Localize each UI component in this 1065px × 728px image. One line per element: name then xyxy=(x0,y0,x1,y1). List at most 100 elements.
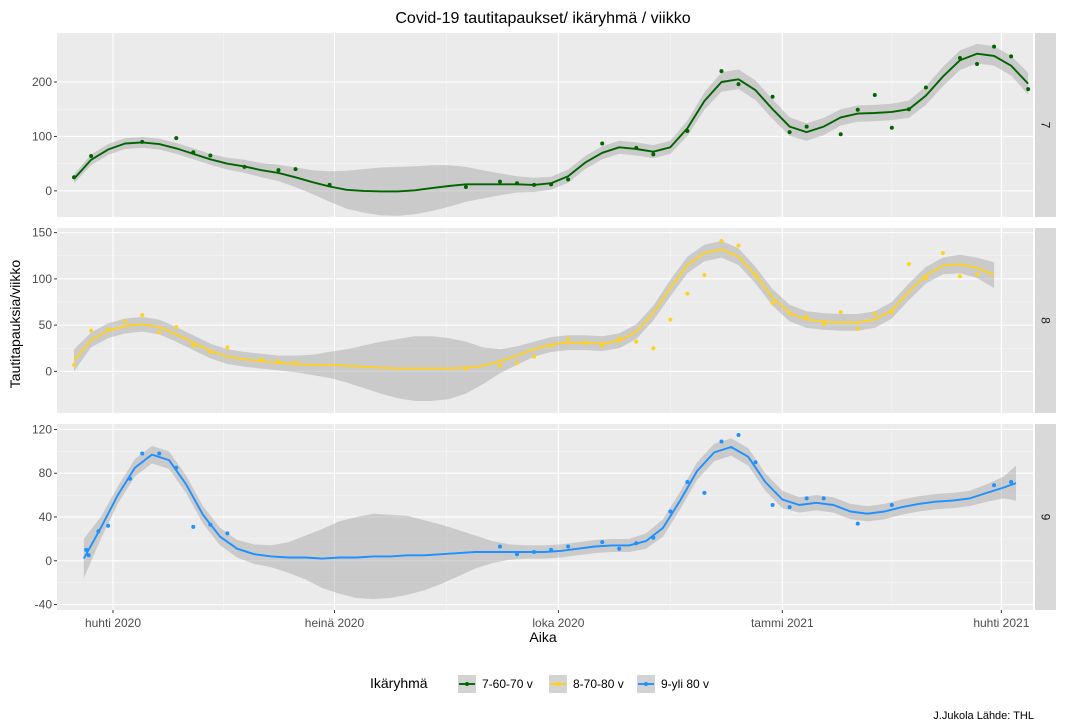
data-point xyxy=(685,479,690,484)
data-point xyxy=(855,107,860,112)
data-point xyxy=(634,339,639,344)
data-point xyxy=(106,523,111,528)
data-point xyxy=(463,366,468,371)
x-axis: huhti 2020 heinä 2020 loka 2020 tammi 2021 h… xyxy=(85,610,1030,630)
data-point xyxy=(685,128,690,133)
data-point xyxy=(923,85,928,90)
data-point xyxy=(140,139,145,144)
legend-label: 7-60-70 v xyxy=(482,677,533,691)
data-point xyxy=(174,136,179,141)
data-point xyxy=(923,275,928,280)
data-point xyxy=(225,531,230,536)
data-point xyxy=(957,274,962,279)
data-point xyxy=(736,82,741,87)
data-point xyxy=(89,154,94,159)
legend-label: 9-yli 80 v xyxy=(661,677,709,691)
data-point xyxy=(549,182,554,187)
data-point xyxy=(753,460,758,465)
data-point xyxy=(906,107,911,112)
data-point xyxy=(753,273,758,278)
data-point xyxy=(770,94,775,99)
panel-9: -40 0 40 80 120 9 xyxy=(32,422,1056,612)
data-point xyxy=(259,357,264,362)
data-point xyxy=(532,550,537,555)
data-point xyxy=(208,153,213,158)
data-point xyxy=(821,322,826,327)
y-tick-label: 200 xyxy=(32,75,52,89)
panel-8: 0 50 100 150 8 xyxy=(32,226,1056,413)
data-point xyxy=(1026,87,1031,92)
legend-item: 7-60-70 v xyxy=(458,675,533,693)
data-point xyxy=(872,93,877,98)
legend-label: 8-70-80 v xyxy=(573,677,624,691)
data-point xyxy=(702,273,707,278)
data-point xyxy=(72,362,77,367)
x-tick-label: tammi 2021 xyxy=(751,616,814,630)
data-point xyxy=(770,502,775,507)
data-point xyxy=(191,343,196,348)
data-point xyxy=(106,327,111,332)
data-point xyxy=(600,540,605,545)
data-point xyxy=(906,262,911,267)
data-point xyxy=(1009,479,1014,484)
y-tick-label: 0 xyxy=(45,554,52,568)
data-point xyxy=(497,179,502,184)
data-point xyxy=(685,291,690,296)
data-point xyxy=(838,132,843,137)
data-point xyxy=(838,310,843,315)
data-point xyxy=(157,330,162,335)
data-point xyxy=(157,451,162,456)
data-point xyxy=(532,354,537,359)
data-point xyxy=(855,326,860,331)
data-point xyxy=(600,141,605,146)
data-point xyxy=(940,250,945,255)
data-point xyxy=(174,465,179,470)
y-tick-label: -40 xyxy=(35,598,53,612)
data-point xyxy=(770,300,775,305)
data-point xyxy=(549,547,554,552)
confidence-ribbon xyxy=(74,240,995,401)
data-point xyxy=(719,69,724,74)
y-tick-label: 80 xyxy=(39,466,53,480)
panels: 0 100 200 7 0 50 100 150 8 -40 0 40 80 120 9 xyxy=(32,33,1056,612)
y-tick-label: 40 xyxy=(39,510,53,524)
data-point xyxy=(787,505,792,510)
data-point xyxy=(276,168,281,173)
data-point xyxy=(975,62,980,67)
x-tick-label: huhti 2020 xyxy=(85,616,141,630)
data-point xyxy=(634,145,639,150)
data-point xyxy=(787,311,792,316)
data-point xyxy=(821,496,826,501)
data-point xyxy=(889,310,894,315)
data-point xyxy=(515,361,520,366)
data-point xyxy=(889,502,894,507)
y-tick-label: 50 xyxy=(39,318,53,332)
facet-strip-label: 9 xyxy=(1039,514,1053,521)
y-tick-label: 0 xyxy=(45,364,52,378)
x-tick-label: huhti 2021 xyxy=(973,616,1029,630)
legend-title: Ikäryhmä xyxy=(370,675,428,691)
legend-item: 9-yli 80 v xyxy=(637,675,709,693)
data-point xyxy=(992,44,997,49)
data-point xyxy=(208,522,213,527)
data-point xyxy=(719,238,724,243)
data-point xyxy=(668,317,673,322)
legend-key-point xyxy=(556,682,560,686)
chart-caption: J.Jukola Lähde: THL xyxy=(933,710,1034,722)
data-point xyxy=(515,181,520,186)
data-point xyxy=(736,243,741,248)
chart-title: Covid-19 tautitapaukset/ ikäryhmä / viik… xyxy=(395,10,690,27)
data-point xyxy=(617,546,622,551)
data-point xyxy=(515,552,520,557)
y-tick-label: 120 xyxy=(32,422,52,436)
data-point xyxy=(96,529,101,534)
x-tick-label: heinä 2020 xyxy=(305,616,365,630)
data-point xyxy=(191,150,196,155)
data-point xyxy=(140,451,145,456)
data-point xyxy=(566,544,571,549)
data-point xyxy=(293,361,298,366)
data-point xyxy=(72,175,77,180)
data-point xyxy=(225,345,230,350)
data-point xyxy=(566,337,571,341)
